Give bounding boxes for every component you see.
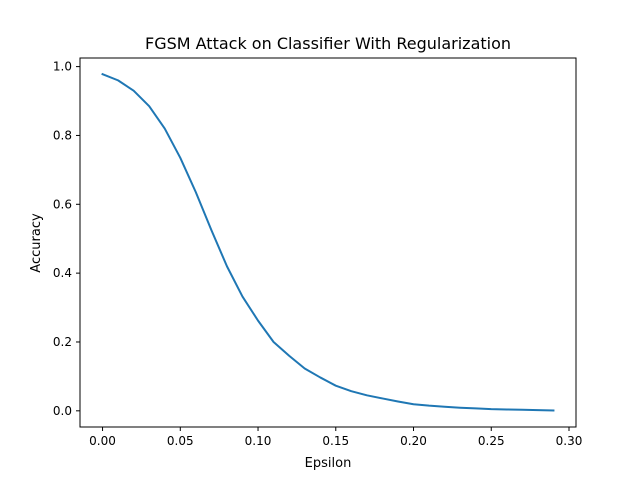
axes-frame [79, 57, 577, 428]
x-tick-label: 0.00 [89, 434, 116, 448]
y-tick-label: 0.0 [53, 404, 72, 418]
y-tick-label: 0.6 [53, 197, 72, 211]
x-tick-label: 0.10 [245, 434, 272, 448]
x-tick-label: 0.05 [167, 434, 194, 448]
x-tick-label: 0.30 [556, 434, 583, 448]
x-tick-label: 0.25 [478, 434, 505, 448]
x-axis-label: Epsilon [305, 456, 352, 471]
y-tick-label: 0.8 [53, 128, 72, 142]
axes: 0.00 0.05 0.10 0.15 0.20 0.25 0.30 0.0 0.2 0.4 0.6… [53, 57, 583, 448]
x-tick-label: 0.20 [400, 434, 427, 448]
series-line-0 [101, 72, 555, 412]
chart-title: FGSM Attack on Classifier With Regulariz… [145, 34, 511, 53]
y-axis-label: Accuracy [29, 213, 44, 273]
plot-area [101, 72, 555, 412]
y-tick-label: 0.4 [53, 266, 72, 280]
x-tick-label: 0.15 [322, 434, 349, 448]
y-tick-label: 0.2 [53, 335, 72, 349]
y-tick-label: 1.0 [53, 60, 72, 74]
